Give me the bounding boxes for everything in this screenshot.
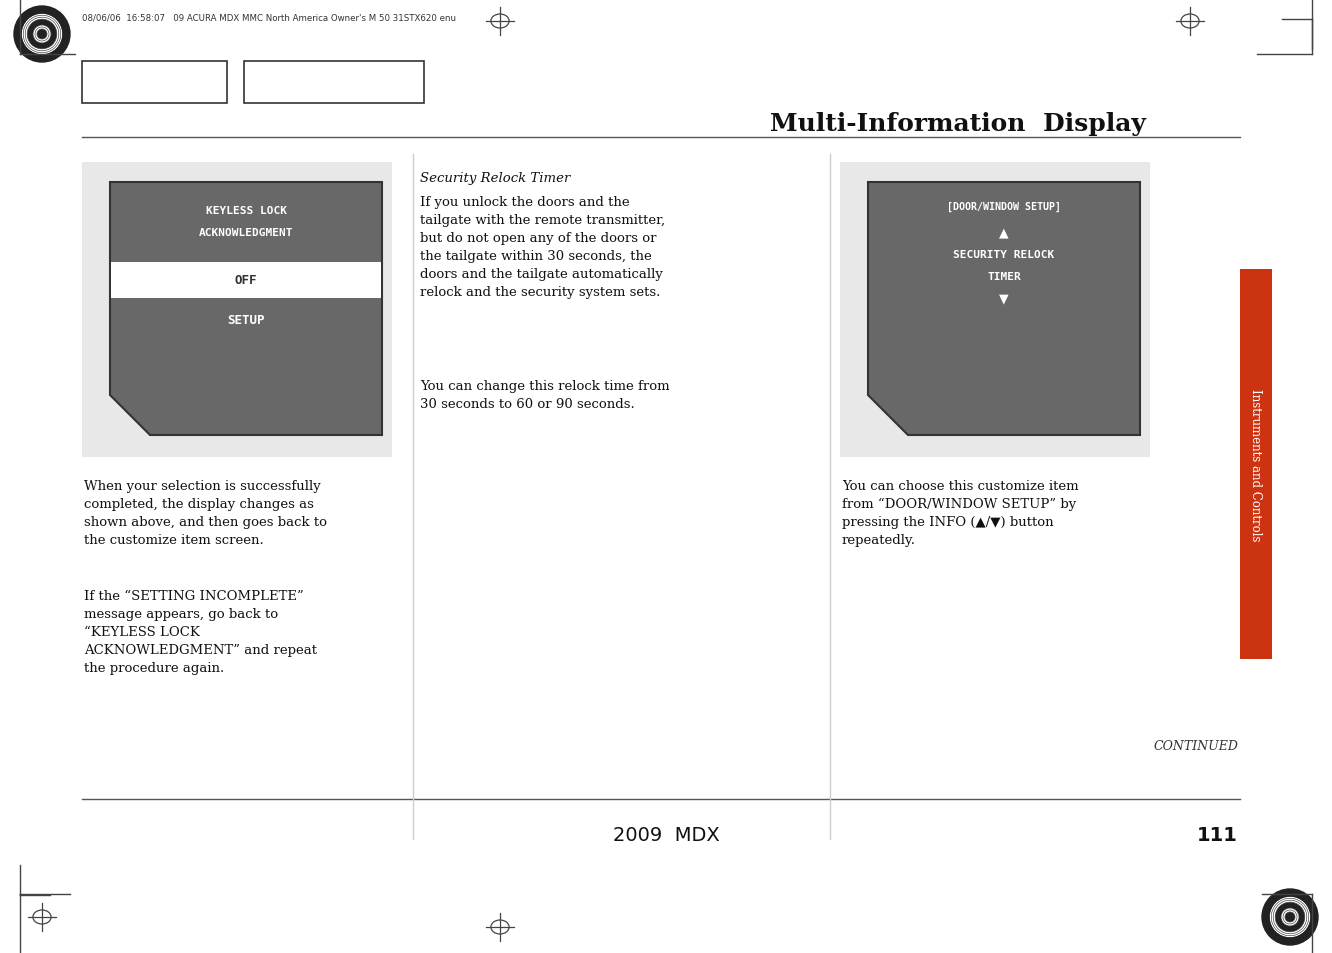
Text: You can choose this customize item
from “DOOR/WINDOW SETUP” by
pressing the INFO: You can choose this customize item from … (842, 479, 1079, 547)
Text: 08/06/06  16:58:07   09 ACURA MDX MMC North America Owner's M 50 31STX620 enu: 08/06/06 16:58:07 09 ACURA MDX MMC North… (83, 13, 456, 23)
Text: Instruments and Controls: Instruments and Controls (1249, 388, 1263, 540)
Circle shape (1281, 908, 1299, 925)
Circle shape (37, 30, 47, 39)
FancyBboxPatch shape (111, 263, 381, 298)
Circle shape (1261, 889, 1317, 945)
Circle shape (1276, 903, 1304, 931)
Text: SECURITY RELOCK: SECURITY RELOCK (954, 250, 1055, 260)
FancyBboxPatch shape (1240, 270, 1272, 659)
Text: SETUP: SETUP (228, 314, 265, 327)
Text: If the “SETTING INCOMPLETE”
message appears, go back to
“KEYLESS LOCK
ACKNOWLEDG: If the “SETTING INCOMPLETE” message appe… (84, 589, 317, 675)
Text: 2009  MDX: 2009 MDX (613, 825, 719, 844)
Circle shape (33, 27, 51, 43)
Polygon shape (111, 183, 382, 436)
Text: Security Relock Timer: Security Relock Timer (420, 172, 570, 185)
Text: You can change this relock time from
30 seconds to 60 or 90 seconds.: You can change this relock time from 30 … (420, 379, 670, 411)
Text: Multi-Information  Display: Multi-Information Display (770, 112, 1146, 136)
Polygon shape (868, 183, 1140, 436)
Text: ACKNOWLEDGMENT: ACKNOWLEDGMENT (198, 228, 293, 237)
Text: ▲: ▲ (999, 226, 1008, 239)
Text: CONTINUED: CONTINUED (1154, 740, 1237, 752)
Text: 111: 111 (1197, 825, 1237, 844)
Circle shape (28, 21, 56, 49)
FancyBboxPatch shape (83, 62, 226, 104)
Circle shape (1285, 913, 1295, 922)
Text: TIMER: TIMER (987, 272, 1020, 282)
Circle shape (23, 15, 61, 54)
Text: When your selection is successfully
completed, the display changes as
shown abov: When your selection is successfully comp… (84, 479, 326, 546)
FancyBboxPatch shape (83, 163, 392, 457)
Text: [DOOR/WINDOW SETUP]: [DOOR/WINDOW SETUP] (947, 202, 1062, 212)
Circle shape (1271, 898, 1309, 937)
Circle shape (15, 7, 71, 63)
Text: OFF: OFF (234, 274, 257, 287)
FancyBboxPatch shape (244, 62, 424, 104)
Text: KEYLESS LOCK: KEYLESS LOCK (205, 206, 286, 215)
Text: ▼: ▼ (999, 293, 1008, 305)
Text: If you unlock the doors and the
tailgate with the remote transmitter,
but do not: If you unlock the doors and the tailgate… (420, 195, 665, 298)
FancyBboxPatch shape (840, 163, 1150, 457)
